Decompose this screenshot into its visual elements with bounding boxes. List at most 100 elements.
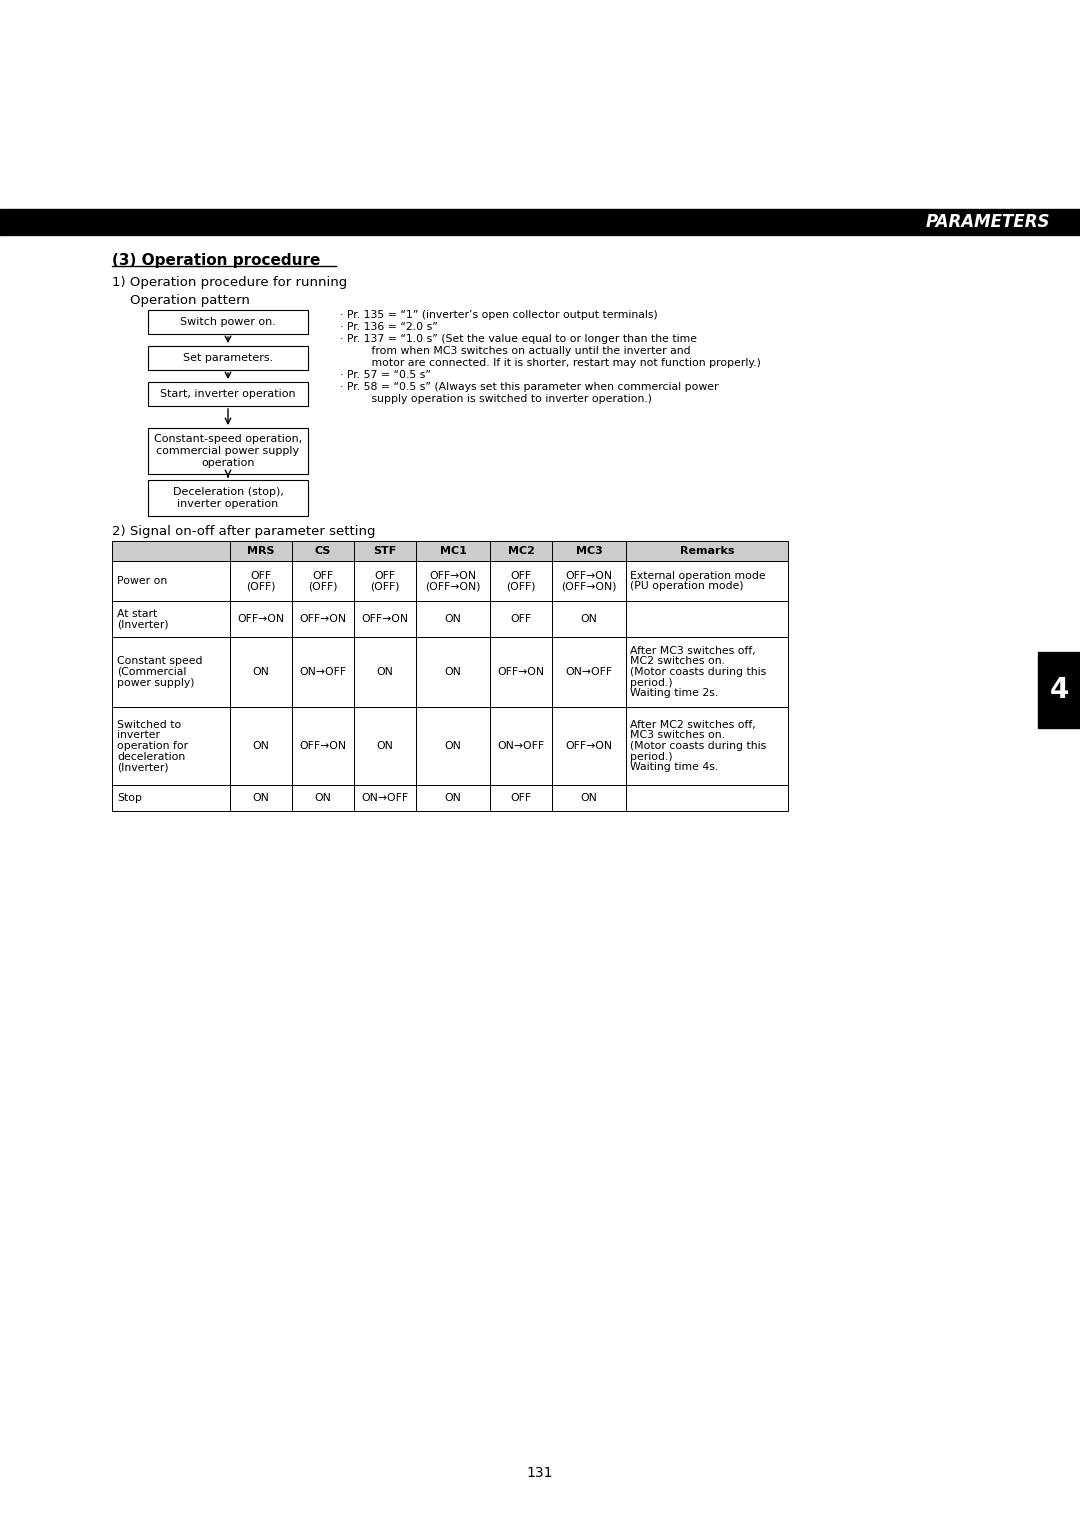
Text: (Inverter): (Inverter) (117, 762, 168, 772)
Text: (OFF): (OFF) (308, 581, 338, 591)
Bar (148, 480, 308, 516)
Text: MC2 switches on.: MC2 switches on. (630, 657, 725, 666)
Text: At start: At start (117, 608, 158, 619)
Bar (112, 637, 230, 707)
Text: Operation pattern: Operation pattern (130, 293, 249, 307)
Bar (354, 707, 416, 785)
Text: (Commercial: (Commercial (117, 668, 187, 677)
Bar (552, 601, 626, 637)
Bar (552, 707, 626, 785)
Bar (230, 637, 292, 707)
Text: OFF: OFF (312, 571, 334, 581)
Text: motor are connected. If it is shorter, restart may not function properly.): motor are connected. If it is shorter, r… (340, 358, 761, 368)
Text: OFF→ON: OFF→ON (238, 614, 284, 623)
Text: After MC3 switches off,: After MC3 switches off, (630, 646, 756, 656)
Bar (416, 561, 490, 601)
Text: Waiting time 2s.: Waiting time 2s. (630, 688, 718, 698)
Text: · Pr. 136 = “2.0 s”: · Pr. 136 = “2.0 s” (340, 322, 437, 332)
Bar (230, 785, 292, 811)
Bar (112, 561, 230, 601)
Bar (148, 310, 308, 335)
Bar (552, 561, 626, 601)
Text: ON: ON (445, 668, 461, 677)
Bar (416, 541, 490, 561)
Text: Stop: Stop (117, 793, 141, 804)
Text: PARAMETERS: PARAMETERS (926, 212, 1050, 231)
Text: (OFF→ON): (OFF→ON) (426, 581, 481, 591)
Text: Power on: Power on (117, 576, 167, 587)
Text: ON: ON (253, 793, 269, 804)
Text: MC3 switches on.: MC3 switches on. (630, 730, 725, 741)
Text: 2) Signal on-off after parameter setting: 2) Signal on-off after parameter setting (112, 526, 376, 538)
Text: After MC2 switches off,: After MC2 switches off, (630, 720, 756, 730)
Text: Switched to: Switched to (117, 720, 181, 730)
Text: · Pr. 57 = “0.5 s”: · Pr. 57 = “0.5 s” (340, 370, 431, 380)
Text: ON→OFF: ON→OFF (498, 741, 544, 750)
Text: MC1: MC1 (440, 545, 467, 556)
Bar (112, 541, 230, 561)
Bar (354, 785, 416, 811)
Bar (354, 561, 416, 601)
Bar (112, 785, 230, 811)
Text: · Pr. 58 = “0.5 s” (Always set this parameter when commercial power: · Pr. 58 = “0.5 s” (Always set this para… (340, 382, 718, 393)
Text: ON: ON (445, 793, 461, 804)
Bar (230, 707, 292, 785)
Bar (148, 428, 308, 474)
Text: ON: ON (253, 741, 269, 750)
Text: commercial power supply: commercial power supply (157, 446, 299, 455)
Text: Set parameters.: Set parameters. (183, 353, 273, 364)
Bar (626, 601, 788, 637)
Text: ON: ON (581, 793, 597, 804)
Bar (490, 561, 552, 601)
Text: OFF→ON: OFF→ON (498, 668, 544, 677)
Text: ON: ON (253, 668, 269, 677)
Bar (490, 785, 552, 811)
Text: (Motor coasts during this: (Motor coasts during this (630, 741, 766, 750)
Text: External operation mode: External operation mode (630, 571, 766, 581)
Text: Switch power on.: Switch power on. (180, 316, 275, 327)
Text: OFF: OFF (511, 614, 531, 623)
Text: (OFF): (OFF) (370, 581, 400, 591)
Text: OFF→ON: OFF→ON (430, 571, 476, 581)
Bar (230, 541, 292, 561)
Text: ON→OFF: ON→OFF (566, 668, 612, 677)
Bar (292, 561, 354, 601)
Bar (354, 601, 416, 637)
Text: OFF→ON: OFF→ON (299, 741, 347, 750)
Bar (626, 561, 788, 601)
Text: ON: ON (377, 741, 393, 750)
Bar (354, 541, 416, 561)
Text: operation for: operation for (117, 741, 188, 750)
Text: ON: ON (445, 741, 461, 750)
Text: STF: STF (374, 545, 396, 556)
Text: (Inverter): (Inverter) (117, 619, 168, 630)
Text: OFF→ON: OFF→ON (299, 614, 347, 623)
Text: from when MC3 switches on actually until the inverter and: from when MC3 switches on actually until… (340, 345, 690, 356)
Text: (3) Operation procedure: (3) Operation procedure (112, 254, 321, 267)
Bar (552, 541, 626, 561)
Bar (490, 541, 552, 561)
Bar (552, 637, 626, 707)
Text: supply operation is switched to inverter operation.): supply operation is switched to inverter… (340, 394, 652, 403)
Text: OFF→ON: OFF→ON (566, 571, 612, 581)
Bar (416, 785, 490, 811)
Bar (354, 637, 416, 707)
Text: (OFF→ON): (OFF→ON) (562, 581, 617, 591)
Text: · Pr. 135 = “1” (inverter’s open collector output terminals): · Pr. 135 = “1” (inverter’s open collect… (340, 310, 658, 319)
Bar (112, 601, 230, 637)
Text: power supply): power supply) (117, 677, 194, 688)
Text: ON→OFF: ON→OFF (299, 668, 347, 677)
Text: Constant speed: Constant speed (117, 657, 203, 666)
Bar (490, 707, 552, 785)
Text: (OFF): (OFF) (507, 581, 536, 591)
Text: OFF: OFF (511, 793, 531, 804)
Bar (416, 601, 490, 637)
Text: OFF: OFF (375, 571, 395, 581)
Text: period.): period.) (630, 752, 673, 761)
Bar (292, 707, 354, 785)
Text: ON: ON (581, 614, 597, 623)
Bar (292, 541, 354, 561)
Bar (490, 637, 552, 707)
Text: (PU operation mode): (PU operation mode) (630, 581, 744, 591)
Bar (416, 707, 490, 785)
